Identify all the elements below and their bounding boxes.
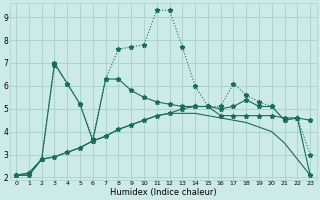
- X-axis label: Humidex (Indice chaleur): Humidex (Indice chaleur): [110, 188, 216, 197]
